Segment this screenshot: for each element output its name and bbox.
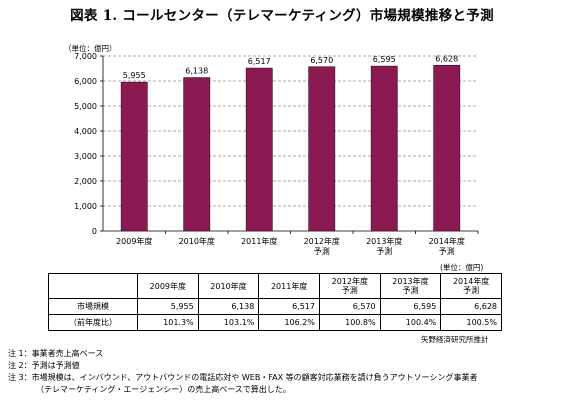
y-tick-label: 4,000	[74, 127, 97, 136]
table-row: （前年度比） 101.3% 103.1% 106.2% 100.8% 100.4…	[48, 314, 502, 331]
table-cell: 6,628	[440, 298, 502, 315]
x-tick-label: 予測	[314, 246, 330, 256]
row-label: 市場規模	[48, 298, 138, 315]
notes: 注 1：事業者売上高ベース 注 2：予測は予測値 注 3：市場規模は、インバウン…	[8, 348, 478, 396]
x-tick-label: 2012年度	[304, 236, 340, 246]
table-cell: 6,595	[379, 298, 442, 315]
table-corner-cell	[48, 273, 138, 299]
bar	[245, 67, 273, 232]
note-line: 注 1：事業者売上高ベース	[8, 349, 104, 358]
x-tick-label: 2009年度	[116, 236, 152, 246]
table-header-cell: 2012年度 予測	[318, 273, 381, 299]
bar	[183, 77, 211, 232]
y-tick-label: 2,000	[74, 177, 97, 186]
figure-title: 図表 1. コールセンター（テレマーケティング）市場規模推移と予測	[70, 8, 494, 24]
table-header-cell: 2009年度	[137, 273, 199, 299]
y-tick-label: 0	[92, 227, 97, 236]
data-table: 2009年度 2010年度 2011年度 2012年度 予測 2013年度 予測 2…	[48, 273, 502, 331]
x-tick-label: 2014年度	[429, 236, 465, 246]
table-cell: 100.5%	[440, 314, 502, 331]
table-cell: 6,517	[258, 298, 320, 315]
data-label: 6,138	[185, 67, 208, 76]
table-cell: 106.2%	[258, 314, 320, 331]
table-header-cell: 2011年度	[258, 273, 320, 299]
x-tick-label: 2011年度	[241, 236, 277, 246]
table-header-row: 2009年度 2010年度 2011年度 2012年度 予測 2013年度 予測 2…	[48, 273, 502, 299]
bar	[370, 65, 398, 232]
data-label: 6,517	[248, 57, 271, 66]
data-label: 6,628	[435, 54, 458, 63]
table-row: 市場規模 5,955 6,138 6,517 6,570 6,595 6,628	[48, 298, 502, 315]
table-header-cell: 2014年度 予測	[440, 273, 502, 299]
y-tick-label: 5,000	[74, 102, 97, 111]
table-cell: 100.8%	[318, 314, 381, 331]
row-label: （前年度比）	[48, 314, 138, 331]
table-unit-label: (単位：億円)	[440, 263, 484, 272]
x-tick-label: 予測	[376, 246, 392, 256]
table-cell: 6,138	[197, 298, 260, 315]
x-tick-label: 予測	[439, 246, 455, 256]
note-line: （テレマーケティング・エージェンシー）の売上高ベースで算出した。	[36, 385, 291, 394]
source-note: 矢野経済研究所推計	[421, 335, 489, 344]
y-tick-label: 6,000	[74, 77, 97, 86]
x-tick-label: 2010年度	[179, 236, 215, 246]
bar	[120, 81, 148, 232]
y-tick-label: 1,000	[74, 202, 97, 211]
chart-unit-label: （単位：億円）	[64, 44, 117, 53]
note-line: 注 3：市場規模は、インバウンド、アウトバウンドの電話応対や WEB・FAX 等…	[8, 373, 478, 382]
table-header-cell: 2010年度	[197, 273, 260, 299]
y-tick-label: 7,000	[74, 52, 97, 61]
table-cell: 5,955	[137, 298, 199, 315]
note-line: 注 2：予測は予測値	[8, 361, 80, 370]
table-cell: 101.3%	[137, 314, 199, 331]
table-cell: 103.1%	[197, 314, 260, 331]
x-tick-label: 2013年度	[366, 236, 402, 246]
bar	[308, 66, 336, 232]
table-cell: 100.4%	[379, 314, 442, 331]
table-header-cell: 2013年度 予測	[379, 273, 442, 299]
bar-chart: 0 1,000 2,000 3,000 4,000 5,000 6,000 7,000 5,95…	[74, 52, 479, 256]
data-label: 5,955	[123, 71, 146, 80]
data-label: 6,570	[310, 56, 333, 65]
data-label: 6,595	[373, 55, 396, 64]
bar	[433, 65, 461, 232]
table-cell: 6,570	[318, 298, 381, 315]
y-tick-label: 3,000	[74, 152, 97, 161]
